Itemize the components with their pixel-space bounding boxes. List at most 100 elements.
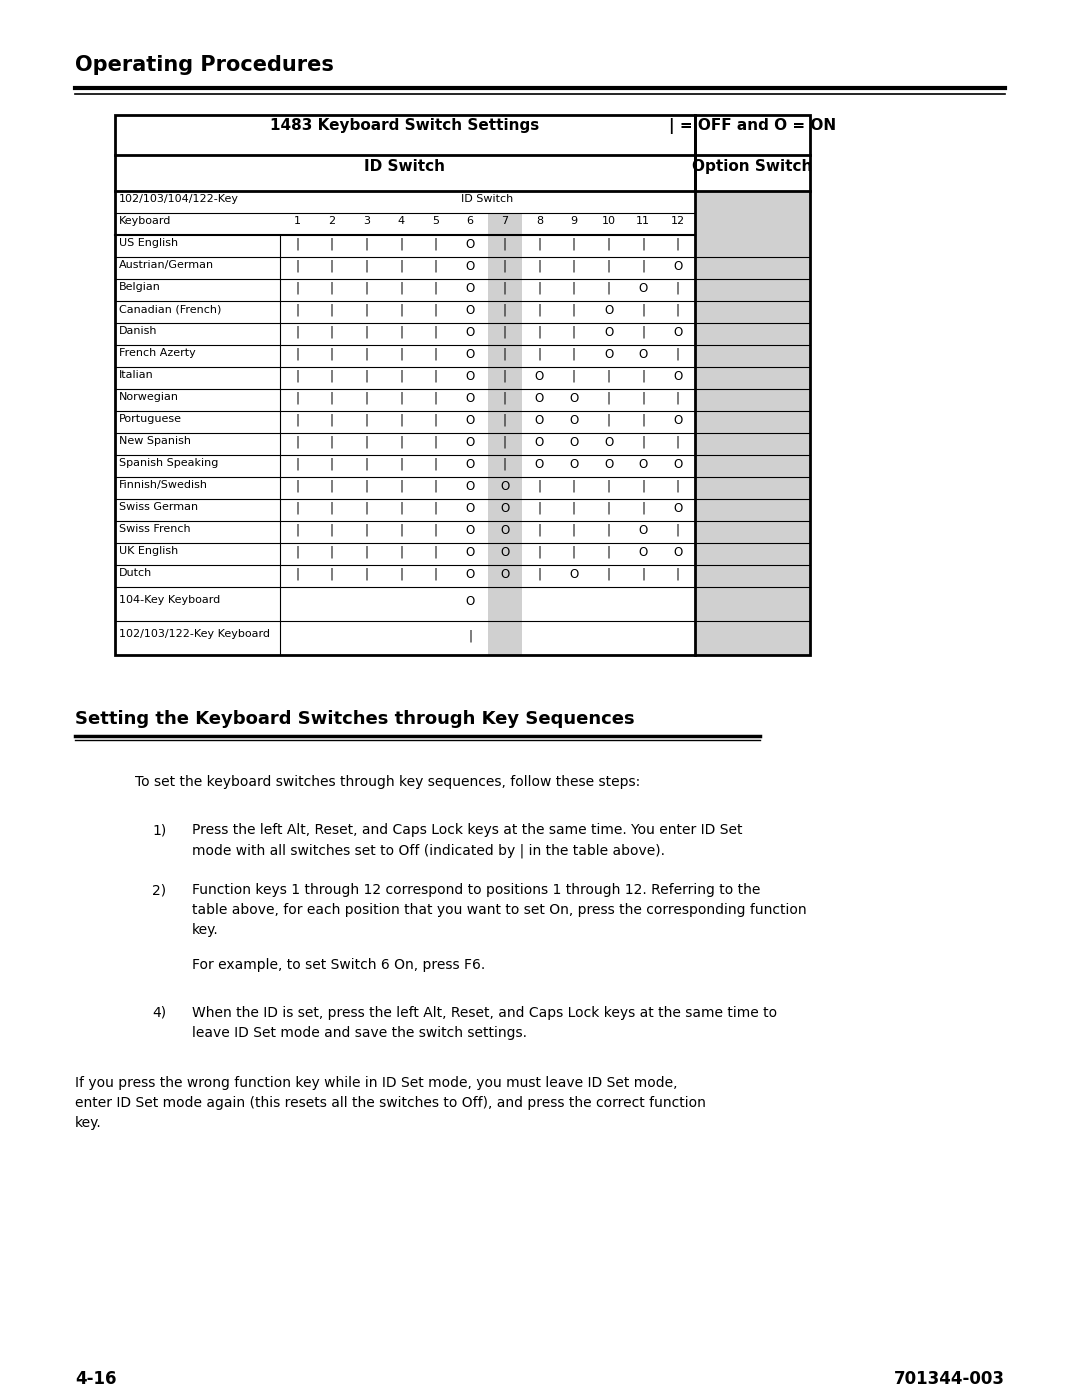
Text: |: | bbox=[434, 546, 437, 559]
Text: O: O bbox=[465, 370, 475, 383]
Text: O: O bbox=[465, 326, 475, 339]
Text: O: O bbox=[569, 393, 579, 405]
Text: French Azerty: French Azerty bbox=[119, 348, 195, 358]
Text: |: | bbox=[295, 326, 299, 339]
Text: O: O bbox=[465, 305, 475, 317]
Text: 4: 4 bbox=[397, 217, 405, 226]
Text: O: O bbox=[673, 546, 683, 559]
Text: |: | bbox=[538, 502, 541, 515]
Text: |: | bbox=[572, 326, 576, 339]
Text: UK English: UK English bbox=[119, 546, 178, 556]
Text: |: | bbox=[642, 237, 645, 251]
Text: 2: 2 bbox=[328, 217, 336, 226]
Text: |: | bbox=[607, 502, 610, 515]
Text: | = OFF and O = ON: | = OFF and O = ON bbox=[669, 117, 836, 134]
Text: |: | bbox=[642, 393, 645, 405]
Text: O: O bbox=[465, 481, 475, 493]
Text: Keyboard: Keyboard bbox=[119, 217, 172, 226]
Text: O: O bbox=[673, 370, 683, 383]
Text: Swiss French: Swiss French bbox=[119, 524, 191, 534]
Text: |: | bbox=[364, 393, 368, 405]
Text: |: | bbox=[642, 481, 645, 493]
Text: |: | bbox=[607, 393, 610, 405]
Text: O: O bbox=[638, 546, 648, 559]
Text: O: O bbox=[535, 393, 544, 405]
Text: |: | bbox=[434, 260, 437, 272]
Text: O: O bbox=[500, 502, 510, 515]
Text: |: | bbox=[503, 458, 507, 471]
Text: |: | bbox=[399, 348, 403, 360]
Text: Spanish Speaking: Spanish Speaking bbox=[119, 458, 218, 468]
Text: ID Switch: ID Switch bbox=[461, 194, 514, 204]
Text: |: | bbox=[399, 502, 403, 515]
Text: |: | bbox=[329, 546, 334, 559]
Text: |: | bbox=[364, 502, 368, 515]
Text: |: | bbox=[676, 481, 679, 493]
Text: |: | bbox=[399, 569, 403, 581]
Text: O: O bbox=[604, 436, 613, 448]
Text: O: O bbox=[673, 458, 683, 471]
Text: |: | bbox=[503, 282, 507, 295]
Text: Belgian: Belgian bbox=[119, 282, 161, 292]
Text: |: | bbox=[329, 481, 334, 493]
Text: O: O bbox=[638, 282, 648, 295]
Text: |: | bbox=[607, 237, 610, 251]
Text: |: | bbox=[572, 260, 576, 272]
Text: |: | bbox=[399, 414, 403, 427]
Text: O: O bbox=[465, 237, 475, 251]
Text: 4-16: 4-16 bbox=[75, 1370, 117, 1389]
Text: O: O bbox=[569, 458, 579, 471]
Text: Press the left Alt, Reset, and Caps Lock keys at the same time. You enter ID Set: Press the left Alt, Reset, and Caps Lock… bbox=[192, 823, 743, 837]
Text: 102/103/104/122-Key: 102/103/104/122-Key bbox=[119, 194, 239, 204]
Text: |: | bbox=[676, 524, 679, 536]
Text: |: | bbox=[434, 502, 437, 515]
Text: O: O bbox=[465, 595, 475, 608]
Text: |: | bbox=[399, 237, 403, 251]
Text: |: | bbox=[503, 260, 507, 272]
Text: O: O bbox=[604, 348, 613, 360]
Text: |: | bbox=[399, 305, 403, 317]
Text: |: | bbox=[538, 348, 541, 360]
Text: When the ID is set, press the left Alt, Reset, and Caps Lock keys at the same ti: When the ID is set, press the left Alt, … bbox=[192, 1006, 778, 1020]
Text: |: | bbox=[642, 260, 645, 272]
Text: enter ID Set mode again (this resets all the switches to Off), and press the cor: enter ID Set mode again (this resets all… bbox=[75, 1097, 706, 1111]
Text: Canadian (French): Canadian (French) bbox=[119, 305, 221, 314]
Text: |: | bbox=[295, 370, 299, 383]
Text: |: | bbox=[434, 237, 437, 251]
Text: |: | bbox=[572, 502, 576, 515]
Text: |: | bbox=[503, 348, 507, 360]
Text: key.: key. bbox=[192, 923, 219, 937]
Text: To set the keyboard switches through key sequences, follow these steps:: To set the keyboard switches through key… bbox=[135, 775, 640, 789]
Text: |: | bbox=[503, 305, 507, 317]
Text: |: | bbox=[503, 370, 507, 383]
Text: Function keys 1 through 12 correspond to positions 1 through 12. Referring to th: Function keys 1 through 12 correspond to… bbox=[192, 883, 760, 897]
Text: O: O bbox=[465, 348, 475, 360]
Text: O: O bbox=[500, 569, 510, 581]
Text: Portuguese: Portuguese bbox=[119, 414, 183, 425]
Text: |: | bbox=[642, 414, 645, 427]
Text: O: O bbox=[465, 282, 475, 295]
Text: O: O bbox=[465, 393, 475, 405]
Text: |: | bbox=[642, 502, 645, 515]
Text: 12: 12 bbox=[671, 217, 685, 226]
Text: |: | bbox=[364, 237, 368, 251]
Text: |: | bbox=[329, 502, 334, 515]
Text: |: | bbox=[642, 436, 645, 448]
Text: |: | bbox=[538, 326, 541, 339]
Text: |: | bbox=[364, 569, 368, 581]
Text: O: O bbox=[604, 458, 613, 471]
Text: |: | bbox=[607, 524, 610, 536]
Text: O: O bbox=[638, 458, 648, 471]
Text: Finnish/Swedish: Finnish/Swedish bbox=[119, 481, 208, 490]
Text: |: | bbox=[399, 458, 403, 471]
Text: 102/103/122-Key Keyboard: 102/103/122-Key Keyboard bbox=[119, 629, 270, 638]
Text: |: | bbox=[329, 326, 334, 339]
Text: O: O bbox=[465, 546, 475, 559]
Text: table above, for each position that you want to set On, press the corresponding : table above, for each position that you … bbox=[192, 902, 807, 916]
Text: |: | bbox=[399, 546, 403, 559]
Text: |: | bbox=[434, 282, 437, 295]
Text: Option Switch: Option Switch bbox=[692, 159, 812, 175]
Text: |: | bbox=[572, 524, 576, 536]
Text: |: | bbox=[538, 546, 541, 559]
Text: Setting the Keyboard Switches through Key Sequences: Setting the Keyboard Switches through Ke… bbox=[75, 710, 635, 728]
